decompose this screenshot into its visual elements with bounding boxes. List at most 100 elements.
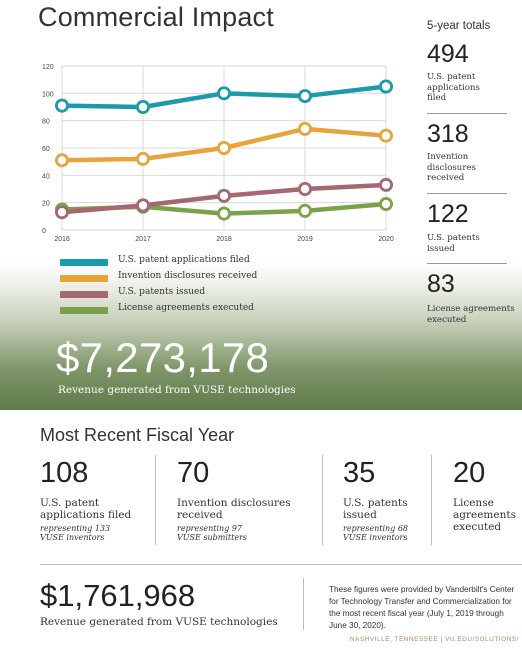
label-line: Invention [427, 152, 469, 162]
divider [303, 578, 304, 630]
fy-sub-patent-applications: representing 133 VUSE inventors [40, 524, 110, 542]
data-point [378, 79, 393, 94]
total-value-patents-issued: 122 [427, 200, 469, 228]
divider [155, 455, 156, 545]
page-title: Commercial Impact [38, 2, 274, 32]
data-point [297, 89, 312, 104]
legend-swatch [60, 291, 108, 298]
data-point [297, 121, 312, 136]
legend-label: Invention disclosures received [118, 271, 258, 281]
label-line: issued [427, 243, 455, 254]
x-tick-label: 2019 [297, 236, 313, 243]
fiscal-year-title: Most Recent Fiscal Year [40, 425, 235, 445]
legend-swatch [60, 307, 108, 314]
fy-revenue-value: $1,761,968 [40, 578, 196, 613]
label-line: received [177, 509, 223, 521]
legend-label: License agreements executed [118, 303, 254, 313]
fy-sub-patents-issued: representing 68 VUSE inventors [343, 524, 408, 542]
label-line: U.S. patent [427, 72, 476, 82]
sub-line: VUSE inventors [40, 533, 105, 542]
x-tick-label: 2017 [135, 236, 151, 243]
data-point [216, 141, 231, 156]
footer: NASHVILLE, TENNESSEE | VU.EDU/SOLUTIONS/ [350, 636, 519, 643]
fy-label-patents-issued: U.S. patents issued [343, 497, 408, 521]
legend-label: U.S. patent applications filed [118, 255, 250, 265]
fy-value-invention-disclosures: 70 [177, 457, 210, 489]
y-tick-label: 60 [42, 146, 50, 153]
fy-label-license-agreements: License agreements executed [453, 497, 516, 533]
sub-line: representing 133 [40, 524, 111, 533]
label-line: applications filed [40, 509, 132, 521]
label-line: U.S. patents [343, 497, 408, 509]
total-label-patent-applications: U.S. patent applications filed [427, 72, 517, 104]
data-point [297, 181, 312, 196]
revenue-gradient-band [0, 262, 522, 410]
label-line: U.S. patent [40, 497, 100, 509]
sub-line: VUSE submitters [177, 533, 247, 542]
fy-value-license-agreements: 20 [453, 457, 486, 489]
total-value-patent-applications: 494 [427, 40, 469, 68]
x-tick-label: 2016 [54, 236, 70, 243]
label-line: Invention disclosures [177, 497, 291, 509]
revenue-total-label: Revenue generated from VUSE technologies [58, 384, 296, 396]
label-line: agreements [453, 509, 516, 521]
divider [40, 564, 522, 565]
data-point [135, 151, 150, 166]
data-point [216, 86, 231, 101]
data-point [55, 205, 70, 220]
y-tick-label: 20 [42, 201, 50, 208]
fy-sub-invention-disclosures: representing 97 VUSE submitters [177, 524, 247, 542]
y-tick-label: 0 [42, 228, 46, 235]
data-point [378, 197, 393, 212]
data-point [378, 128, 393, 143]
label-line: received [427, 173, 465, 183]
fy-label-patent-applications: U.S. patent applications filed [40, 497, 131, 521]
data-point [135, 198, 150, 213]
y-tick-label: 120 [42, 64, 54, 71]
label-line: executed [453, 521, 502, 533]
divider [427, 113, 507, 114]
legend-swatch [60, 259, 108, 266]
label-line: executed [427, 314, 467, 325]
fy-label-invention-disclosures: Invention disclosures received [177, 497, 291, 521]
sub-line: VUSE inventors [343, 533, 408, 542]
revenue-total-value: $7,273,178 [56, 334, 270, 381]
totals-heading: 5-year totals [427, 20, 491, 32]
label-line: issued [343, 509, 377, 521]
total-label-patents-issued: U.S. patents issued [427, 233, 517, 254]
legend-label: U.S. patents issued [118, 287, 206, 297]
fy-revenue-label: Revenue generated from VUSE technologies [40, 616, 278, 628]
sub-line: representing 68 [343, 524, 408, 533]
total-value-license-agreements: 83 [427, 270, 455, 298]
x-tick-label: 2020 [378, 236, 394, 243]
divider [427, 193, 507, 194]
source-note: These figures were provided by Vanderbil… [329, 585, 515, 630]
fy-value-patents-issued: 35 [343, 457, 376, 489]
y-tick-label: 100 [42, 91, 54, 98]
divider [427, 263, 507, 264]
label-line: U.S. patents [427, 233, 480, 243]
sub-line: representing 97 [177, 524, 242, 533]
data-point [216, 188, 231, 203]
label-line: filed [427, 93, 447, 103]
label-line: disclosures [427, 162, 476, 173]
y-tick-label: 80 [42, 119, 50, 126]
data-point [378, 177, 393, 192]
total-label-license-agreements: License agreements executed [427, 304, 517, 325]
legend-swatch [60, 275, 108, 282]
fy-value-patent-applications: 108 [40, 457, 89, 489]
data-point [216, 206, 231, 221]
label-line: applications [427, 82, 480, 93]
divider [431, 455, 432, 545]
data-point [297, 203, 312, 218]
data-point [55, 98, 70, 113]
total-label-invention-disclosures: Invention disclosures received [427, 152, 517, 184]
label-line: License agreements [427, 304, 515, 314]
total-value-invention-disclosures: 318 [427, 120, 469, 148]
data-point [135, 100, 150, 115]
data-point [55, 153, 70, 168]
line-chart: 0 20 40 60 80 100 120 2016 2017 2018 2019 2020 [42, 64, 394, 243]
x-tick-label: 2018 [216, 236, 232, 243]
divider [322, 455, 323, 545]
label-line: License [453, 497, 494, 509]
